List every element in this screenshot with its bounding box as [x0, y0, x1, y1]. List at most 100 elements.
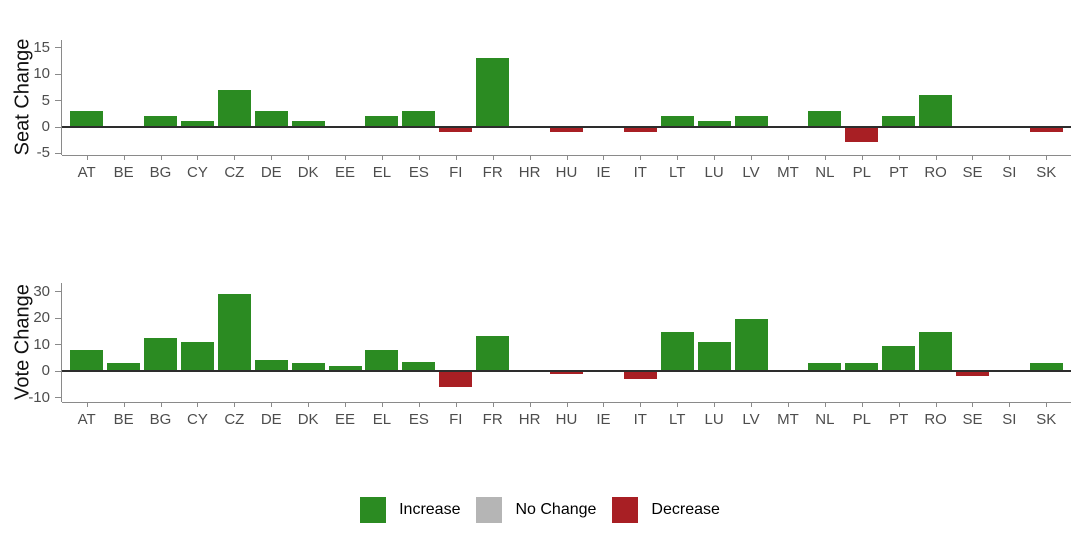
bar-SK [1029, 126, 1063, 132]
x-tick-label: LU [704, 164, 724, 181]
y-tick [55, 73, 61, 75]
x-tick [455, 155, 457, 160]
bar-FI [439, 370, 473, 387]
x-tick [677, 155, 679, 160]
x-tick-label: PT [889, 411, 909, 428]
y-axis-line [61, 283, 62, 402]
x-tick-label: RO [924, 164, 947, 181]
y-tick [55, 100, 61, 102]
x-tick-label: HU [555, 411, 578, 428]
x-tick-label: ES [408, 164, 429, 181]
x-tick-label: CZ [224, 411, 245, 428]
bar-HU [550, 126, 583, 132]
x-tick [1046, 155, 1048, 160]
y-axis-line [61, 40, 62, 155]
y-tick-label: 0 [41, 118, 50, 135]
x-tick [1009, 402, 1011, 407]
x-tick-label: AT [77, 411, 96, 428]
x-tick-label: LT [669, 164, 686, 181]
bar-ES [402, 361, 436, 371]
bar-NL [808, 362, 842, 371]
x-tick-label: BG [149, 411, 172, 428]
bar-EL [365, 115, 399, 127]
x-tick-label: PL [852, 164, 871, 181]
y-tick-label: -5 [36, 144, 50, 162]
x-tick-label: LV [742, 164, 760, 181]
bar-NL [808, 110, 842, 127]
bar-DK [291, 362, 325, 371]
legend-item-increase: Increase [360, 497, 460, 523]
x-tick-label: BE [113, 411, 134, 428]
x-tick [345, 402, 347, 407]
bar-DK [291, 121, 325, 127]
x-tick [603, 402, 605, 407]
x-tick [123, 402, 125, 407]
x-tick [492, 155, 494, 160]
x-tick [972, 155, 974, 160]
bar-HU [550, 370, 583, 374]
x-tick-label: CY [187, 164, 208, 181]
x-tick-label: SE [962, 411, 983, 428]
x-tick [714, 402, 716, 407]
bar-LT [660, 332, 694, 371]
bar-SK [1029, 362, 1063, 371]
x-tick [123, 155, 125, 160]
bar-PT [882, 345, 916, 371]
x-tick-label: ES [408, 411, 429, 428]
x-tick [861, 402, 863, 407]
x-tick-label: DK [297, 411, 319, 428]
x-tick-label: FI [449, 411, 463, 428]
bar-DE [254, 110, 288, 127]
x-tick-label: SK [1036, 164, 1057, 181]
y-tick-label: 5 [41, 91, 50, 109]
bar-LV [734, 319, 768, 371]
bar-FI [439, 126, 473, 132]
bar-LT [660, 115, 694, 127]
x-tick [160, 155, 162, 160]
y-tick [55, 317, 61, 319]
x-tick-label: EE [335, 411, 356, 428]
zero-line [62, 125, 1071, 128]
bar-IT [623, 370, 657, 379]
y-tick-label: 15 [33, 38, 50, 56]
bar-LU [697, 341, 731, 371]
x-tick [603, 155, 605, 160]
bar-BE [107, 362, 141, 371]
x-tick-label: NL [815, 164, 835, 181]
x-tick-label: DE [260, 411, 282, 428]
x-tick-label: SI [1002, 411, 1017, 428]
x-tick [197, 402, 199, 407]
x-tick-label: SI [1002, 164, 1017, 181]
bar-FR [476, 57, 510, 127]
x-tick [197, 155, 199, 160]
x-tick-label: EL [372, 411, 392, 428]
x-tick [234, 402, 236, 407]
bar-CZ [217, 293, 251, 371]
x-tick-label: NL [815, 411, 835, 428]
x-tick [898, 402, 900, 407]
x-tick-label: LU [704, 411, 724, 428]
y-tick-label: 10 [33, 65, 50, 83]
x-tick [160, 402, 162, 407]
x-tick [640, 402, 642, 407]
bar-CZ [217, 89, 251, 127]
x-tick-label: HR [518, 411, 541, 428]
x-tick-label: FI [449, 164, 463, 181]
x-tick-label: PL [852, 411, 871, 428]
bar-BG [144, 115, 177, 127]
legend: Increase No Change Decrease [0, 497, 1080, 523]
x-tick [677, 402, 679, 407]
x-tick [751, 155, 753, 160]
legend-item-no-change: No Change [476, 497, 596, 523]
legend-item-decrease: Decrease [612, 497, 720, 523]
x-tick-label: DE [260, 164, 282, 181]
bar-IT [623, 126, 657, 132]
x-tick [418, 155, 420, 160]
x-tick [787, 402, 789, 407]
bar-RO [919, 94, 953, 127]
x-tick-label: IT [633, 164, 647, 181]
bar-LU [697, 121, 731, 127]
